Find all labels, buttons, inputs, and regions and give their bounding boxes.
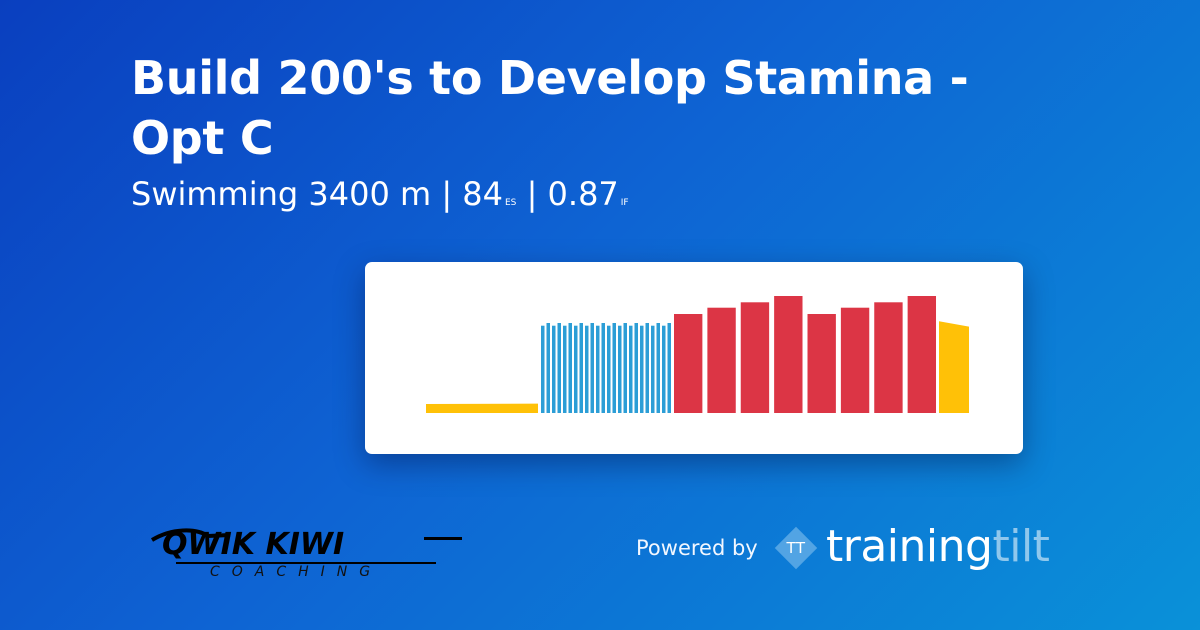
separator: | xyxy=(526,175,538,213)
main-interval-bar xyxy=(707,307,736,413)
drill-interval-bar xyxy=(557,323,561,413)
drill-interval-bar xyxy=(590,323,594,413)
drill-interval-bar xyxy=(623,323,627,413)
if-label: IF xyxy=(620,198,629,208)
trainingtilt-badge-icon: TT xyxy=(772,524,820,572)
drill-interval-bar xyxy=(645,323,649,413)
wordmark-tilt: tilt xyxy=(992,521,1050,572)
main-interval-bar xyxy=(840,307,870,413)
drill-interval-bar xyxy=(579,323,583,413)
drill-interval-bar xyxy=(629,325,633,413)
diamond-icon xyxy=(774,526,818,570)
es-label: ES xyxy=(505,198,517,208)
main-interval-bar xyxy=(874,302,903,413)
powered-by-label: Powered by xyxy=(636,536,758,560)
drill-interval-bar xyxy=(563,325,567,413)
drill-interval-bar xyxy=(552,325,556,413)
main-interval-bar xyxy=(740,302,770,413)
drill-interval-bar xyxy=(607,325,611,413)
logo-word-qwik-kiwi: QWIK KIWI xyxy=(162,527,344,562)
drill-interval-bar xyxy=(662,325,666,413)
drill-interval-bar xyxy=(667,323,671,413)
drill-interval-bar xyxy=(634,323,638,413)
es-value: 84 xyxy=(462,175,503,213)
separator: | xyxy=(441,175,453,213)
logo-word-coaching: COACHING xyxy=(210,564,382,580)
workout-profile-card xyxy=(365,262,1023,454)
drill-interval-bar xyxy=(574,325,578,413)
drill-interval-bar xyxy=(596,325,600,413)
cooldown-block xyxy=(939,321,969,413)
workout-summary: Swimming 3400 m | 84 ES | 0.87 IF xyxy=(131,174,629,223)
drill-interval-bar xyxy=(546,323,550,413)
drill-interval-bar xyxy=(568,323,572,413)
distance-value: 3400 m xyxy=(308,175,432,213)
drill-interval-bar xyxy=(541,325,545,413)
main-interval-bar xyxy=(674,314,703,413)
drill-interval-bar xyxy=(585,325,589,413)
drill-interval-bar xyxy=(656,323,660,413)
drill-interval-bar xyxy=(601,323,605,413)
drill-interval-bar xyxy=(640,325,644,413)
warmup-block xyxy=(426,403,538,413)
if-value: 0.87 xyxy=(547,175,619,213)
qwik-kiwi-coaching-logo: QWIK KIWI COACHING xyxy=(148,520,468,582)
workout-profile-chart xyxy=(426,296,969,413)
drill-interval-bar xyxy=(618,325,622,413)
sport-label: Swimming xyxy=(131,175,299,213)
drill-interval-bar xyxy=(612,323,616,413)
workout-title: Build 200's to Develop Stamina - Opt C xyxy=(131,51,969,165)
main-interval-bar xyxy=(807,314,836,413)
drill-interval-bar xyxy=(651,325,655,413)
main-interval-bar xyxy=(907,296,937,413)
main-interval-bar xyxy=(774,296,803,413)
wordmark-training: training xyxy=(826,521,993,572)
tt-badge-text: TT xyxy=(786,539,806,557)
trainingtilt-wordmark: trainingtilt xyxy=(826,519,1050,575)
